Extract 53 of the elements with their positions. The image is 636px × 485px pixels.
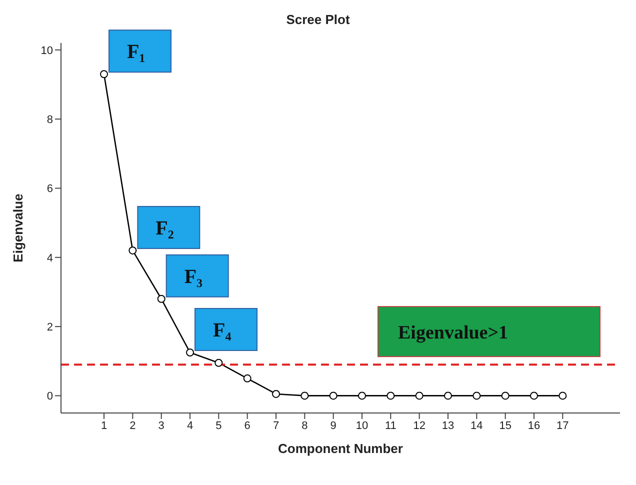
x-tick-label: 17 xyxy=(556,420,569,432)
point xyxy=(157,294,166,303)
annotation: F₄ xyxy=(213,319,232,342)
y-tick-label: 8 xyxy=(46,114,53,126)
annotation: F₃ xyxy=(184,266,203,288)
callout-box: F₃ xyxy=(166,254,229,298)
point xyxy=(128,246,137,254)
x-tick-label: 4 xyxy=(186,420,194,432)
callout-box: F₄ xyxy=(194,308,258,351)
callout-box: F₁ xyxy=(108,30,172,73)
callout-box: Eigenvalue>1 xyxy=(378,306,600,358)
point xyxy=(386,392,395,400)
x-tick-label: 9 xyxy=(330,420,336,432)
annotation: F₁ xyxy=(127,41,146,64)
x-tick-label: 13 xyxy=(442,420,454,432)
point xyxy=(214,358,223,367)
point xyxy=(272,390,280,398)
point xyxy=(501,392,510,400)
y-tick-label: 0 xyxy=(46,390,53,403)
point xyxy=(186,348,194,356)
x-tick-label: 12 xyxy=(413,420,426,432)
point xyxy=(243,374,252,382)
y-tick-label: 6 xyxy=(46,183,53,196)
point xyxy=(329,392,338,400)
y-tick-label: 4 xyxy=(46,252,53,264)
x-tick-label: 7 xyxy=(272,420,280,432)
y-axis-title: Eigenvalue xyxy=(10,194,26,262)
x-tick-label: 14 xyxy=(470,420,483,432)
x-tick-label: 6 xyxy=(244,420,250,432)
x-tick-label: 15 xyxy=(499,420,512,432)
x-tick-label: 11 xyxy=(384,420,396,432)
annotation: F₂ xyxy=(156,217,174,240)
callout-box: F₂ xyxy=(137,206,200,249)
ref-line-label: Eigenvalue>1 xyxy=(398,322,508,344)
point xyxy=(530,392,538,400)
point xyxy=(415,392,424,400)
point xyxy=(100,70,108,78)
point xyxy=(300,392,309,400)
y-tick-label: 2 xyxy=(46,321,53,334)
point xyxy=(558,392,567,400)
x-tick-label: 10 xyxy=(356,420,368,432)
x-tick-label: 16 xyxy=(528,420,540,432)
x-tick-label: 5 xyxy=(216,420,222,432)
x-tick-label: 8 xyxy=(302,420,308,432)
point xyxy=(444,392,452,400)
point xyxy=(358,392,366,400)
y-tick-label: 10 xyxy=(40,44,53,57)
x-tick-label: 2 xyxy=(130,420,136,432)
point xyxy=(472,392,481,400)
x-tick-label: 1 xyxy=(100,420,108,432)
x-tick-label: 3 xyxy=(158,420,164,432)
chart-title: Scree Plot xyxy=(286,12,350,27)
x-axis-title: Component Number xyxy=(278,441,403,456)
